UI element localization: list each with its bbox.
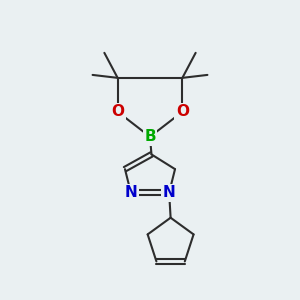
Text: O: O <box>111 104 124 119</box>
Text: O: O <box>176 104 189 119</box>
Text: N: N <box>163 185 175 200</box>
Text: B: B <box>144 129 156 144</box>
Text: N: N <box>124 185 137 200</box>
